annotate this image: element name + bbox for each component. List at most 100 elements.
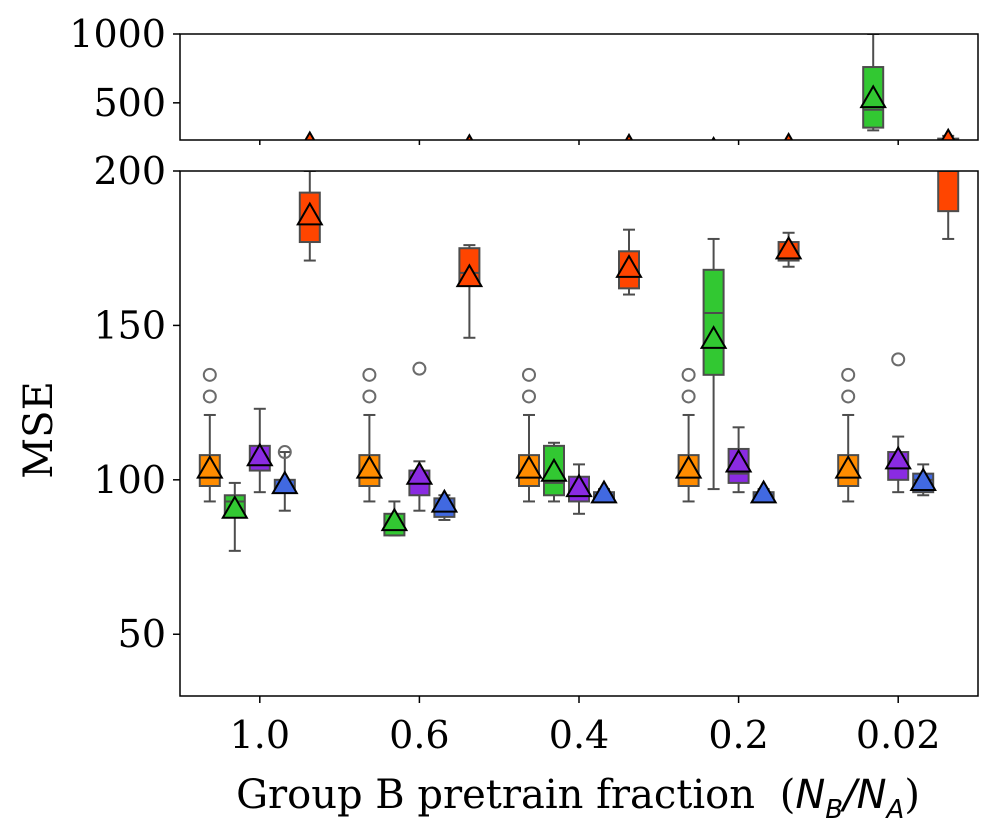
green-upper-4-mean-marker [859,84,887,109]
orange-2-mean-marker [515,454,543,479]
x-tick-label-2: 0.4 [549,713,609,757]
orange-2-flier-0 [522,389,536,404]
red-upper-0-box [300,145,320,147]
upper-plot-area [198,34,960,167]
green-upper-1-box [384,159,404,160]
x-axis-math-na: N [857,772,887,818]
red-upper-4-mean-marker [941,127,956,140]
purple-2-mean-marker [565,473,593,498]
x-tick-label-3: 0.2 [708,713,768,757]
blue-3-mean-marker [749,479,778,504]
blue-upper-0-box [275,158,295,159]
purple-3-mean-marker [724,448,753,473]
orange-2-flier-1 [522,367,536,382]
x-axis-math-na-sub: A [885,795,905,825]
blue-2-mean-marker [590,479,618,504]
blue-upper-4-box [913,158,933,159]
orange-upper-0-flier-1 [204,147,216,159]
orange-4-flier-0 [841,389,856,404]
orange-3-flier-1 [681,367,696,382]
x-axis-math-open: ( [780,772,796,818]
purple-upper-4-flier-0 [892,147,904,159]
purple-upper-0-mean-marker [248,143,272,164]
orange-upper-4-box [838,157,858,158]
blue-upper-0-flier-0 [279,151,291,163]
green-upper-0-box [225,159,245,160]
orange-1-flier-0 [362,389,377,404]
orange-upper-2-flier-1 [523,147,535,159]
x-tick-label-0: 1.0 [230,713,290,757]
blue-0-flier-0 [277,445,292,460]
orange-upper-2-flier-0 [523,148,535,160]
orange-upper-0-flier-0 [204,148,216,160]
orange-upper-1-mean-marker [357,144,381,165]
orange-0-flier-0 [202,389,217,404]
blue-1-mean-marker [430,488,459,513]
blue-upper-0-mean-marker [273,144,297,165]
orange-upper-3-mean-marker [677,144,701,165]
red-4-box [937,171,960,213]
orange-upper-3-box [679,157,699,158]
x-tick-label-4: 0.02 [856,713,941,757]
x-axis-math-nb-sub: B [825,795,843,825]
orange-upper-2-box [519,157,539,158]
purple-1-flier-0 [412,361,427,376]
x-axis-math-close: ) [904,772,920,818]
lower-y-tick-label-50: 50 [118,612,166,656]
blue-upper-1-mean-marker [432,145,456,166]
orange-3-mean-marker [674,454,703,479]
red-upper-1-box [459,148,479,150]
green-1-mean-marker [380,507,409,532]
green-upper-2-box [544,156,564,158]
red-upper-3-mean-marker [783,131,794,140]
y-axis-label: MSE [16,381,62,479]
axes-frames [179,33,979,697]
green-0-mean-marker [221,494,249,519]
orange-upper-0-box [200,157,220,158]
orange-upper-1-flier-0 [363,148,375,160]
x-axis-label-text: Group B pretrain fraction [236,772,755,818]
blue-upper-4-mean-marker [911,144,935,165]
upper-axes-frame [179,33,979,141]
green-3-box [702,268,725,376]
blue-0-mean-marker [271,470,299,495]
x-axis-math-nb: N [795,772,825,818]
red-upper-1-mean-marker [465,133,474,140]
red-4-mean-marker [936,142,960,163]
blue-upper-3-box [754,158,774,159]
purple-upper-3-mean-marker [727,143,751,164]
purple-upper-2-box [569,158,589,159]
red-upper-3-box [779,147,799,148]
orange-4-flier-1 [841,367,856,382]
green-upper-1-mean-marker [382,146,406,167]
lower-axes-frame [179,170,979,697]
orange-1-flier-1 [362,367,377,382]
purple-upper-3-box [729,157,749,159]
purple-upper-4-box [888,157,908,158]
red-1-mean-marker [455,263,484,288]
purple-upper-1-box [409,157,429,158]
blue-upper-2-mean-marker [592,145,616,166]
purple-upper-1-flier-0 [413,147,425,159]
green-upper-2-mean-marker [542,144,566,165]
orange-4-mean-marker [834,454,862,479]
orange-upper-1-flier-1 [363,147,375,159]
orange-upper-3-flier-1 [683,147,695,159]
x-tick-label-1: 0.6 [389,713,449,757]
orange-upper-1-box [359,157,379,158]
orange-upper-0-mean-marker [198,144,222,165]
lower-y-tick-label-150: 150 [93,303,166,347]
purple-upper-0-box [250,156,270,157]
orange-1-mean-marker [355,454,384,479]
x-axis-label: Group B pretrain fraction (NB/NA) [236,772,920,825]
purple-upper-4-mean-marker [886,143,910,164]
orange-upper-2-mean-marker [517,144,541,165]
blue-upper-3-mean-marker [752,145,776,166]
purple-4-mean-marker [884,445,912,470]
orange-0-mean-marker [196,454,224,479]
purple-upper-2-mean-marker [567,145,591,166]
purple-0-mean-marker [246,442,274,467]
red-upper-0-mean-marker [304,130,316,140]
green-upper-3-box [704,149,724,154]
